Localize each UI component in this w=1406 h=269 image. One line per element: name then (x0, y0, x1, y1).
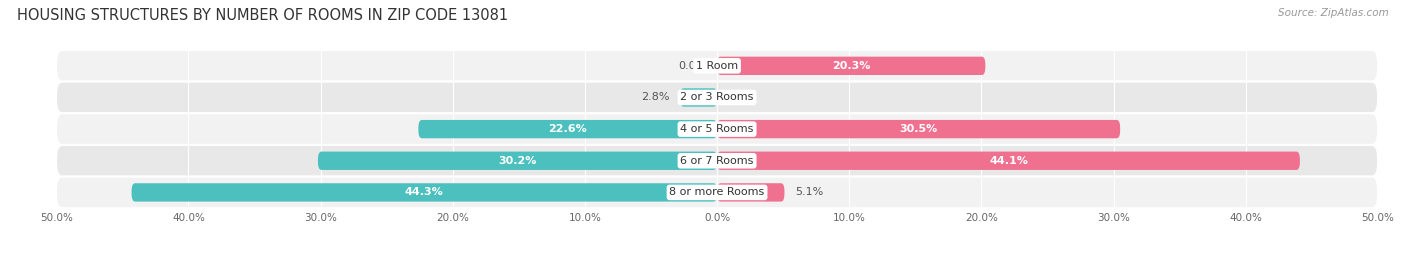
Text: 4 or 5 Rooms: 4 or 5 Rooms (681, 124, 754, 134)
FancyBboxPatch shape (56, 176, 1378, 208)
Text: 5.1%: 5.1% (794, 187, 824, 197)
Text: 2 or 3 Rooms: 2 or 3 Rooms (681, 93, 754, 102)
Text: Source: ZipAtlas.com: Source: ZipAtlas.com (1278, 8, 1389, 18)
Text: 0.0%: 0.0% (728, 93, 756, 102)
Text: 8 or more Rooms: 8 or more Rooms (669, 187, 765, 197)
FancyBboxPatch shape (717, 152, 1301, 170)
Text: 22.6%: 22.6% (548, 124, 588, 134)
FancyBboxPatch shape (717, 57, 986, 75)
FancyBboxPatch shape (56, 145, 1378, 176)
FancyBboxPatch shape (56, 82, 1378, 113)
Text: 1 Room: 1 Room (696, 61, 738, 71)
Text: 20.3%: 20.3% (832, 61, 870, 71)
FancyBboxPatch shape (717, 120, 1121, 138)
FancyBboxPatch shape (56, 50, 1378, 82)
FancyBboxPatch shape (132, 183, 717, 201)
FancyBboxPatch shape (56, 113, 1378, 145)
Text: 30.5%: 30.5% (900, 124, 938, 134)
FancyBboxPatch shape (681, 88, 717, 107)
FancyBboxPatch shape (419, 120, 717, 138)
FancyBboxPatch shape (717, 183, 785, 201)
Text: 44.1%: 44.1% (988, 156, 1028, 166)
FancyBboxPatch shape (318, 152, 717, 170)
Text: 6 or 7 Rooms: 6 or 7 Rooms (681, 156, 754, 166)
Text: 44.3%: 44.3% (405, 187, 444, 197)
Text: 30.2%: 30.2% (498, 156, 537, 166)
Text: 2.8%: 2.8% (641, 93, 669, 102)
Text: HOUSING STRUCTURES BY NUMBER OF ROOMS IN ZIP CODE 13081: HOUSING STRUCTURES BY NUMBER OF ROOMS IN… (17, 8, 508, 23)
Text: 0.0%: 0.0% (678, 61, 706, 71)
